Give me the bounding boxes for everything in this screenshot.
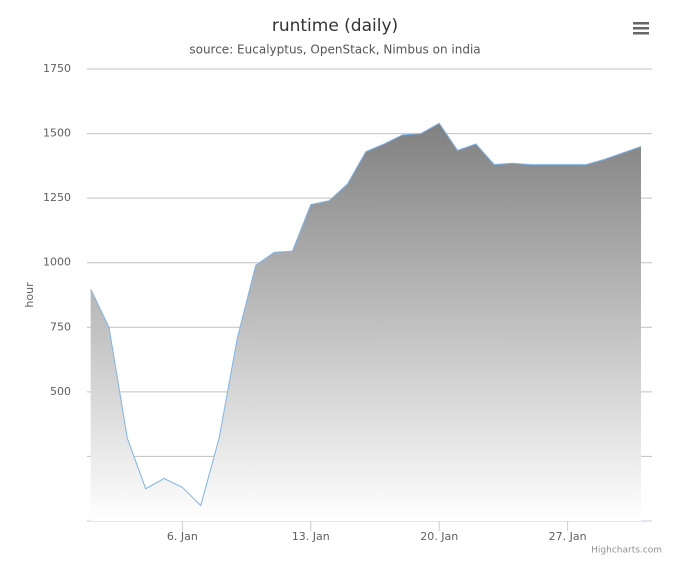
x-tick-label: 27. Jan bbox=[549, 530, 587, 543]
x-tick-label: 20. Jan bbox=[420, 530, 458, 543]
menu-button[interactable] bbox=[633, 22, 649, 35]
x-tick-label: 6. Jan bbox=[167, 530, 198, 543]
y-tick-label: 1250 bbox=[43, 191, 71, 204]
menu-bar bbox=[633, 27, 649, 30]
y-axis-label: hour bbox=[23, 282, 36, 308]
y-tick-label: 1500 bbox=[43, 127, 71, 140]
x-tick-label: 13. Jan bbox=[292, 530, 330, 543]
y-tick-label: 500 bbox=[50, 385, 71, 398]
area-fill bbox=[90, 123, 641, 522]
credits[interactable]: Highcharts.com bbox=[591, 546, 662, 556]
chart-title: runtime (daily) bbox=[272, 16, 398, 36]
menu-bar bbox=[633, 22, 649, 25]
menu-bar bbox=[633, 32, 649, 35]
y-tick-label: 750 bbox=[50, 320, 71, 333]
area-line bbox=[90, 122, 642, 507]
y-tick-label: 1000 bbox=[43, 256, 71, 269]
chart-subtitle: source: Eucalyptus, OpenStack, Nimbus on… bbox=[189, 43, 480, 57]
y-tick-label: 1750 bbox=[43, 62, 71, 75]
